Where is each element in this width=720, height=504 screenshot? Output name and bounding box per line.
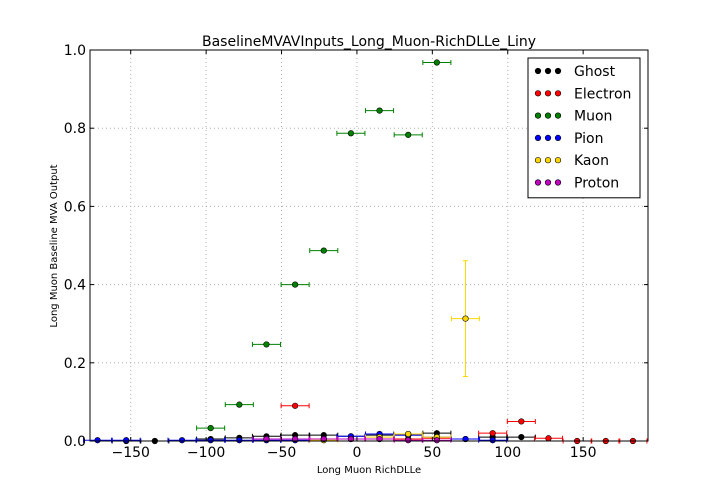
data-point [405,437,412,444]
y-tick-label: 1.0 [64,43,86,59]
legend-marker [534,179,542,186]
data-point [489,437,496,444]
legend-marker [534,90,542,97]
series-kaon [309,260,481,444]
data-point [94,437,101,444]
data-point [347,130,355,137]
legend-marker [554,90,562,97]
data-point [123,437,130,444]
data-point [236,401,243,408]
x-axis-label: Long Muon RichDLLe [317,465,421,476]
data-point [405,131,412,138]
data-point [518,418,525,425]
data-point [292,281,299,288]
y-axis-label: Long Muon Baseline MVA Output [49,164,60,327]
legend-marker [534,67,542,75]
data-point [236,437,243,444]
data-point [376,107,383,114]
data-point [545,435,552,442]
data-point [462,435,469,443]
legend-label-pion: Pion [574,131,603,147]
data-point [433,437,440,444]
legend-label-muon: Muon [574,109,612,125]
data-point [292,402,299,409]
chart-title: BaselineMVAVInputs_Long_Muon-RichDLLe_Li… [202,34,536,50]
x-tick-label: 150 [570,445,597,461]
legend-marker [544,112,552,119]
data-point [489,430,496,437]
data-point [178,437,186,444]
y-tick-label: 0.6 [64,199,86,215]
legend-marker [544,134,552,141]
legend-marker [544,179,552,186]
y-tick-label: 0.0 [64,434,86,450]
data-point [263,435,270,443]
legend-marker [554,157,562,164]
legend-label-electron: Electron [574,86,631,102]
data-point [433,59,440,66]
legend-label-kaon: Kaon [574,153,609,169]
x-tick-label: 100 [494,445,521,461]
legend-marker [534,112,542,119]
data-point [207,424,214,432]
legend: Ghost Electron Muon Pion Kaon Proton [527,57,641,199]
legend-marker [554,179,562,186]
data-point [263,341,270,348]
legend-marker [544,67,552,75]
legend-marker [534,134,542,141]
data-point [376,435,383,443]
data-point [518,433,525,441]
legend-marker [544,157,552,164]
data-point [347,435,355,443]
x-tick-label: 50 [423,445,441,461]
data-point [292,435,299,443]
data-point [405,430,412,438]
series-proton [251,435,452,444]
series-muon [196,59,452,432]
legend-label-proton: Proton [574,176,619,192]
legend-box [527,57,641,199]
x-tick-label: 0 [352,445,361,461]
y-tick-label: 0.2 [64,356,86,372]
legend-marker [534,157,542,164]
x-tick-label: −150 [111,445,149,461]
legend-marker [554,67,562,75]
data-point [462,315,469,322]
data-point [207,437,214,444]
legend-label-ghost: Ghost [574,64,616,80]
axes: −150 −100 −50 0 50 100 150 0.0 0.2 0.4 0.6 0.8 1.0 [64,43,648,461]
legend-marker [554,112,562,119]
x-tick-label: −50 [267,445,297,461]
plot-frame [89,49,649,442]
legend-marker [544,90,552,97]
data-point [320,247,327,254]
legend-marker [554,134,562,141]
x-tick-label: −100 [187,445,225,461]
y-tick-label: 0.8 [64,121,86,137]
y-tick-label: 0.4 [64,278,86,294]
data-point [320,435,327,443]
